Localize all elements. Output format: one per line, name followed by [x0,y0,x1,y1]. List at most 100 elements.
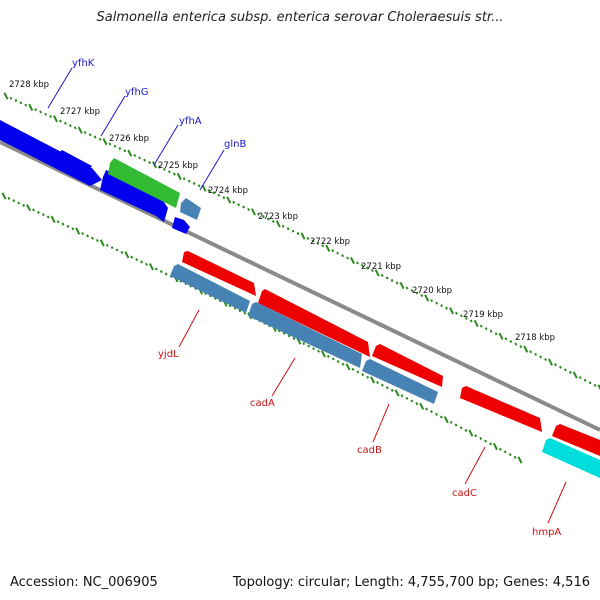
minor-tick [316,241,320,245]
gene-label-yfhA[interactable]: yfhA [179,116,202,127]
minor-tick [287,334,291,338]
minor-tick [410,288,414,293]
gene-label-glnB[interactable]: glnB [224,139,246,150]
major-tick [498,332,504,340]
kbp-label: 2720 kbp [412,286,452,296]
leader-cadB [372,403,390,443]
minor-tick [464,428,468,432]
minor-tick [317,349,320,353]
gene-yfhG[interactable] [100,170,168,222]
minor-tick [73,126,77,130]
minor-tick [271,219,275,224]
gene-label-cadA[interactable]: cadA [250,398,275,409]
minor-tick [435,301,439,305]
gene-yjdL[interactable] [170,264,250,313]
minor-tick [425,407,429,411]
major-tick [350,256,355,265]
gene-cadB[interactable] [362,359,438,404]
major-tick [148,263,154,271]
major-tick [449,307,454,315]
minor-tick [44,112,48,116]
minor-tick [410,399,414,403]
minor-tick [479,324,483,328]
minor-tick [88,133,92,137]
gene-cadA[interactable] [258,289,370,357]
gene-red-1[interactable] [182,251,256,296]
minor-tick [34,108,38,112]
major-tick [572,371,578,379]
gene-cadA-2[interactable] [372,344,443,387]
major-tick [523,345,529,353]
minor-tick [115,248,119,252]
inner-tick-marks [1,192,523,464]
minor-tick [529,350,533,354]
gene-label-yjdL[interactable]: yjdL [158,349,179,360]
minor-tick [302,342,306,346]
minor-tick [509,339,513,344]
minor-tick [110,246,114,250]
gene-red-end[interactable] [552,424,600,456]
major-tick [517,456,523,464]
minor-tick [238,309,242,313]
minor-tick [61,222,65,226]
minor-tick [489,329,493,333]
minor-tick [558,365,562,369]
leader-yfhK [47,67,73,109]
minor-tick [24,103,28,107]
minor-tick [326,354,330,358]
minor-tick [143,158,147,162]
major-tick [50,215,56,223]
kbp-label: 2727 kbp [60,107,100,117]
gene-yjdL-2[interactable] [248,302,362,368]
major-tick [53,115,58,123]
leader-hmpA [547,481,567,524]
major-tick [419,402,425,410]
minor-tick [257,212,260,216]
minor-tick [346,256,349,260]
minor-tick [9,96,13,100]
major-tick [492,442,498,451]
gene-yfhK[interactable] [0,120,102,186]
kbp-label: 2724 kbp [208,186,248,196]
gene-glnB[interactable] [180,198,201,220]
minor-tick [242,205,246,209]
minor-tick [135,258,139,262]
minor-tick [187,179,191,183]
gene-yfhA[interactable] [108,158,180,208]
gene-label-yfhG[interactable]: yfhG [125,87,149,98]
gene-yfhK[interactable] [56,150,92,172]
minor-tick [440,304,444,308]
minor-tick [588,381,592,385]
major-tick [399,281,405,290]
gene-label-hmpA[interactable]: hmpA [532,527,561,538]
gene-cadC[interactable] [460,386,542,432]
minor-tick [49,114,52,119]
major-tick [102,138,108,146]
gene-label-cadB[interactable]: cadB [357,445,382,456]
major-tick [424,294,430,302]
gene-label-cadC[interactable]: cadC [452,488,477,499]
minor-tick [341,362,345,366]
minor-tick [380,383,384,387]
minor-tick [544,358,547,362]
minor-tick [56,220,60,224]
gene-label-yfhK[interactable]: yfhK [72,58,95,69]
minor-tick [118,147,122,151]
minor-tick [140,260,144,264]
minor-tick [430,410,433,414]
gene-yfhG-small[interactable] [172,217,190,234]
minor-tick [534,352,538,356]
minor-tick [159,270,163,274]
minor-tick [7,196,11,200]
minor-tick [108,142,112,146]
major-tick [75,227,81,235]
minor-tick [415,291,419,295]
minor-tick [158,165,161,169]
gene-hmpA[interactable] [542,438,600,478]
minor-tick [593,383,597,387]
outer-tick-marks [3,92,600,391]
minor-tick [459,314,463,318]
minor-tick [292,336,296,340]
minor-tick [237,203,241,207]
minor-tick [539,355,543,359]
